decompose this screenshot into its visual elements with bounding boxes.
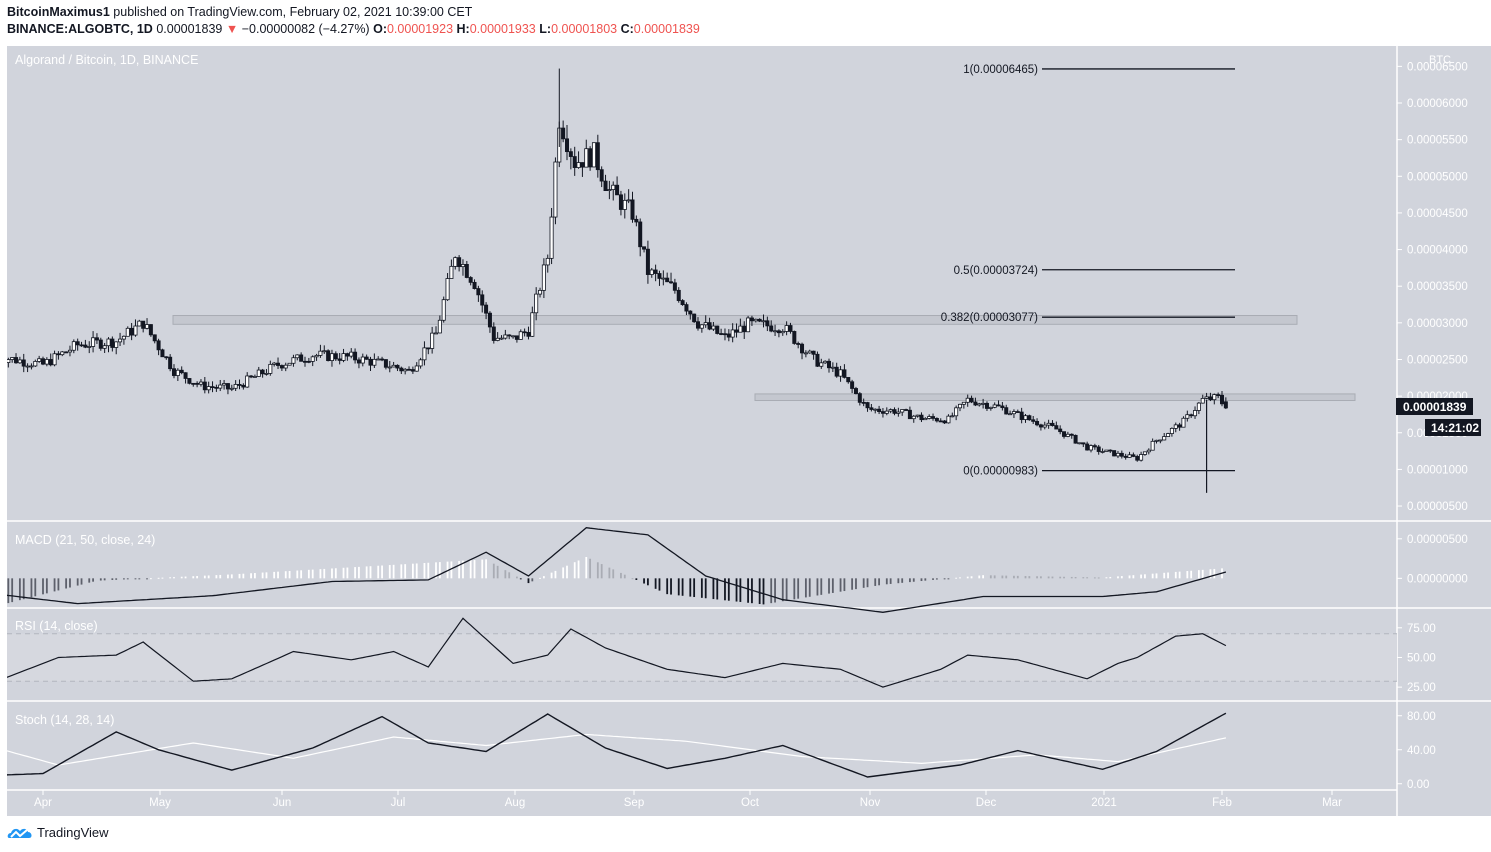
macd-tick-label: 0.00000500 <box>1407 534 1468 546</box>
stoch-tick-label: 40.00 <box>1407 745 1436 757</box>
price-tick-label: 0.00003000 <box>1407 318 1468 330</box>
time-tick-label: Apr <box>34 797 52 809</box>
symbol-line: BINANCE:ALGOBTC, 1D 0.00001839 ▼ −0.0000… <box>7 22 700 36</box>
time-tick-label: Dec <box>976 797 997 809</box>
stoch-k-line <box>0 712 1227 778</box>
main-pane-title: Algorand / Bitcoin, 1D, BINANCE <box>15 53 198 67</box>
down-arrow-icon: ▼ <box>225 22 239 36</box>
rsi-tick-label: 75.00 <box>1407 623 1436 635</box>
currency-unit-label: BTC <box>1429 54 1451 66</box>
horizontal-zones[interactable] <box>172 315 1356 402</box>
support-resistance-zone[interactable] <box>754 393 1356 402</box>
macd-line <box>0 527 1227 613</box>
macd-pane <box>0 527 1227 613</box>
time-tick-label: Jul <box>391 797 406 809</box>
stoch-tick-label: 80.00 <box>1407 711 1436 723</box>
time-axis[interactable]: Apr May Jun Jul Aug Sep Oct Nov Dec 2021 Feb Mar <box>34 790 1342 809</box>
time-tick-label: Mar <box>1322 797 1342 809</box>
time-tick-label: Nov <box>860 797 881 809</box>
time-tick-label: May <box>149 797 171 809</box>
chart-area[interactable]: 1(0.00006465) 0.5(0.00003724) 0.382(0.0000… <box>0 46 1491 816</box>
low-label: L: <box>539 22 552 36</box>
candlestick-series <box>0 68 1228 493</box>
high-value: 0.00001933 <box>469 22 536 36</box>
publisher-line: BitcoinMaximus1 published on TradingView… <box>7 5 472 19</box>
fib-retracement[interactable]: 1(0.00006465) 0.5(0.00003724) 0.382(0.0000… <box>941 64 1235 478</box>
tradingview-logo-icon <box>7 828 32 838</box>
price-axis[interactable]: 0.00006500 0.00006000 0.00005500 0.00005000… <box>1397 61 1468 513</box>
stoch-pane-title: Stoch (14, 28, 14) <box>15 713 114 727</box>
close-label: C: <box>620 22 634 36</box>
countdown-label: 14:21:02 <box>1431 421 1479 435</box>
publisher-name: BitcoinMaximus1 <box>7 5 110 19</box>
tradingview-brand: TradingView <box>37 824 109 840</box>
tradingview-footer[interactable]: TradingView <box>7 824 109 840</box>
last-price-label: 0.00001839 <box>1403 400 1467 414</box>
symbol-name: BINANCE:ALGOBTC, 1D <box>7 22 153 36</box>
price-tick-label: 0.00004500 <box>1407 208 1468 220</box>
fib-level-label: 0(0.00000983) <box>963 466 1038 478</box>
time-tick-label: Aug <box>505 797 525 809</box>
price-tick-label: 0.00001000 <box>1407 464 1468 476</box>
time-tick-label: Oct <box>741 797 760 809</box>
indicator-axes[interactable]: 0.00000500 0.00000000 75.00 50.00 25.00 80.00… <box>1397 534 1468 791</box>
close-value: 0.00001839 <box>633 22 700 36</box>
price-tick-label: 0.00006000 <box>1407 98 1468 110</box>
time-tick-label: Sep <box>624 797 644 809</box>
rsi-line <box>0 617 1227 688</box>
fib-level-label: 0.5(0.00003724) <box>954 265 1039 277</box>
macd-pane-title: MACD (21, 50, close, 24) <box>15 533 155 547</box>
fib-level-label: 0.382(0.00003077) <box>941 312 1038 324</box>
price-tick-label: 0.00006500 <box>1407 61 1468 73</box>
rsi-pane-title: RSI (14, close) <box>15 619 98 633</box>
price-tick-label: 0.00002500 <box>1407 354 1468 366</box>
high-label: H: <box>456 22 470 36</box>
macd-tick-label: 0.00000000 <box>1407 573 1468 585</box>
rsi-pane <box>0 617 1397 688</box>
countdown-badge: 14:21:02 <box>1425 419 1481 436</box>
resistance-zone[interactable] <box>172 315 1298 325</box>
last-price: 0.00001839 <box>156 22 223 36</box>
fib-level-label: 1(0.00006465) <box>963 64 1038 76</box>
chart-canvas[interactable]: 1(0.00006465) 0.5(0.00003724) 0.382(0.0000… <box>0 46 1491 816</box>
price-tick-label: 0.00004000 <box>1407 245 1468 257</box>
stoch-pane <box>0 712 1227 778</box>
published-text: published on TradingView.com, February 0… <box>113 5 473 19</box>
low-value: 0.00001803 <box>551 22 618 36</box>
price-tick-label: 0.00005500 <box>1407 135 1468 147</box>
pane-separators <box>7 46 1491 816</box>
price-tick-label: 0.00005000 <box>1407 171 1468 183</box>
time-tick-label: 2021 <box>1091 797 1117 809</box>
stoch-d-line <box>0 733 1227 766</box>
stoch-tick-label: 0.00 <box>1407 779 1429 791</box>
rsi-tick-label: 25.00 <box>1407 682 1436 694</box>
price-change: −0.00000082 (−4.27%) <box>241 22 370 36</box>
open-label: O: <box>373 22 387 36</box>
price-tick-label: 0.00000500 <box>1407 501 1468 513</box>
open-value: 0.00001923 <box>386 22 454 36</box>
time-tick-label: Jun <box>273 797 292 809</box>
price-tick-label: 0.00003500 <box>1407 281 1468 293</box>
time-tick-label: Feb <box>1212 797 1232 809</box>
rsi-tick-label: 50.00 <box>1407 652 1436 664</box>
last-price-badge: 0.00001839 <box>1396 398 1473 415</box>
